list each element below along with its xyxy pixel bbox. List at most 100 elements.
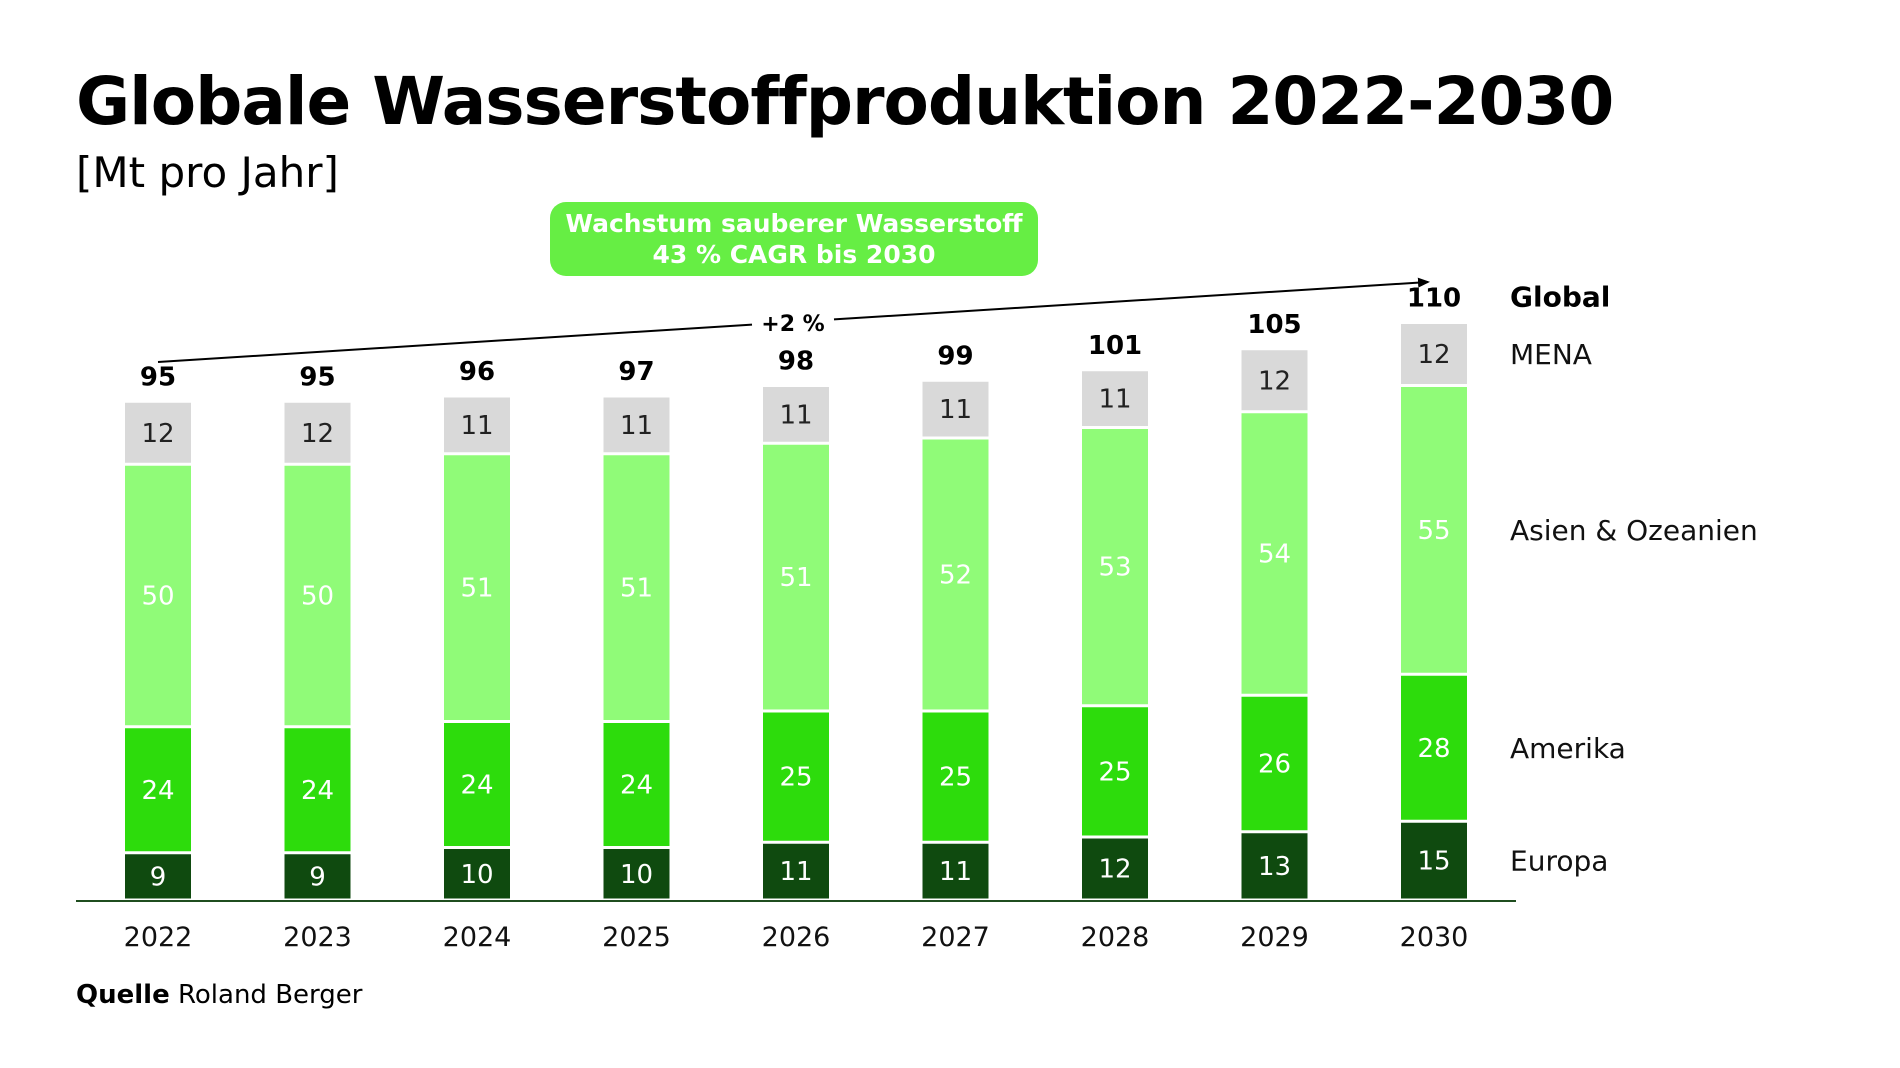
- bar-segment-asien-2024: [444, 455, 510, 720]
- segment-label-amerika-2022: 24: [141, 776, 174, 806]
- x-tick-label-2024: 2024: [443, 922, 512, 953]
- bar-segment-europa-2029: [1241, 833, 1308, 899]
- bar-segment-europa-2026: [763, 843, 829, 899]
- bar-segment-europa-2030: [1401, 822, 1467, 899]
- segment-label-amerika-2030: 28: [1417, 734, 1450, 764]
- total-label-2022: 95: [140, 362, 176, 392]
- bar-segment-mena-2028: [1082, 371, 1148, 426]
- legend-mena: MENA: [1510, 338, 1592, 371]
- bar-segment-amerika-2026: [763, 712, 829, 841]
- x-tick-label-2026: 2026: [762, 922, 831, 953]
- segment-label-europa-2028: 12: [1098, 855, 1131, 885]
- segment-label-asien-2026: 51: [779, 563, 812, 593]
- legend-asien: Asien & Ozeanien: [1510, 514, 1758, 547]
- bar-segment-europa-2028: [1082, 838, 1148, 899]
- segment-label-asien-2022: 50: [141, 582, 174, 612]
- segment-label-amerika-2028: 25: [1098, 757, 1131, 787]
- segment-label-europa-2026: 11: [779, 857, 812, 887]
- legend-europa: Europa: [1510, 845, 1608, 878]
- x-tick-label-2027: 2027: [921, 922, 990, 953]
- segment-label-europa-2022: 9: [150, 862, 167, 892]
- segment-label-europa-2030: 15: [1417, 847, 1450, 877]
- bar-segment-mena-2029: [1241, 350, 1308, 411]
- total-label-2024: 96: [459, 357, 495, 387]
- total-label-2027: 99: [937, 341, 973, 371]
- bar-segment-asien-2030: [1401, 387, 1467, 673]
- callout-line-1: Wachstum sauberer Wasserstoff: [565, 209, 1023, 238]
- bar-segment-asien-2026: [763, 444, 829, 710]
- segment-label-asien-2029: 54: [1258, 540, 1291, 570]
- bar-segment-amerika-2027: [922, 712, 989, 841]
- bar-segment-mena-2024: [444, 397, 510, 453]
- bar-segment-europa-2025: [603, 849, 670, 899]
- segment-label-mena-2026: 11: [779, 400, 812, 430]
- segment-label-amerika-2024: 24: [460, 771, 493, 801]
- bar-segment-europa-2027: [922, 843, 989, 899]
- segment-label-europa-2027: 11: [939, 857, 972, 887]
- x-tick-label-2025: 2025: [602, 922, 671, 953]
- bar-segment-amerika-2028: [1082, 707, 1148, 836]
- legend-global: Global: [1510, 281, 1610, 314]
- total-label-2028: 101: [1088, 331, 1142, 361]
- x-tick-label-2028: 2028: [1081, 922, 1150, 953]
- segment-label-mena-2027: 11: [939, 395, 972, 425]
- segment-label-mena-2030: 12: [1417, 340, 1450, 370]
- source-note: Quelle Roland Berger: [76, 980, 362, 1010]
- bar-segment-asien-2028: [1082, 429, 1148, 705]
- bar-segment-amerika-2025: [603, 723, 670, 846]
- segment-label-mena-2028: 11: [1098, 385, 1131, 415]
- segment-label-europa-2023: 9: [309, 862, 326, 892]
- trend-arrow-line-right: [833, 277, 1430, 321]
- x-tick-label-2030: 2030: [1400, 922, 1469, 953]
- segment-label-asien-2023: 50: [301, 582, 334, 612]
- segment-label-asien-2030: 55: [1417, 516, 1450, 546]
- segment-label-mena-2024: 11: [460, 411, 493, 441]
- x-tick-label-2022: 2022: [124, 922, 193, 953]
- bar-segment-mena-2030: [1401, 324, 1467, 384]
- x-tick-label-2029: 2029: [1240, 922, 1309, 953]
- segment-label-asien-2024: 51: [460, 574, 493, 604]
- bar-segment-amerika-2024: [444, 723, 510, 846]
- segment-label-mena-2022: 12: [141, 419, 174, 449]
- chart-title: Globale Wasserstoffproduktion 2022-2030: [76, 63, 1614, 140]
- legend-amerika: Amerika: [1510, 732, 1626, 765]
- segment-label-asien-2027: 52: [939, 561, 972, 591]
- segment-label-asien-2025: 51: [620, 574, 653, 604]
- callout-line-2: 43 % CAGR bis 2030: [652, 240, 936, 269]
- bar-segment-asien-2022: [125, 465, 191, 726]
- bar-segment-europa-2023: [284, 854, 351, 899]
- segment-label-europa-2024: 10: [460, 860, 493, 890]
- bar-segment-amerika-2022: [125, 728, 191, 852]
- bar-segment-mena-2022: [125, 402, 191, 463]
- segment-label-mena-2025: 11: [620, 411, 653, 441]
- x-tick-label-2023: 2023: [283, 922, 352, 953]
- source-value: Roland Berger: [177, 980, 363, 1010]
- bar-segment-asien-2025: [603, 455, 670, 720]
- bar-segment-amerika-2029: [1241, 696, 1308, 831]
- segment-label-europa-2025: 10: [620, 860, 653, 890]
- chart-subtitle: [Mt pro Jahr]: [76, 148, 339, 197]
- cagr-callout: Wachstum sauberer Wasserstoff 43 % CAGR …: [550, 202, 1038, 276]
- trend-arrow-line-left: [157, 323, 753, 363]
- segment-label-amerika-2025: 24: [620, 771, 653, 801]
- bar-segment-amerika-2023: [284, 728, 351, 852]
- bar-segment-amerika-2030: [1401, 675, 1467, 820]
- bar-segment-mena-2027: [922, 381, 989, 437]
- total-label-2029: 105: [1247, 310, 1301, 340]
- source-label: Quelle: [76, 980, 170, 1010]
- total-label-2025: 97: [618, 357, 654, 387]
- bar-segment-asien-2027: [922, 439, 989, 710]
- bar-segment-europa-2022: [125, 854, 191, 899]
- segment-label-asien-2028: 53: [1098, 553, 1131, 583]
- bar-segment-mena-2023: [284, 402, 351, 463]
- bar-segment-mena-2026: [763, 387, 829, 442]
- segment-label-europa-2029: 13: [1258, 852, 1291, 882]
- segment-label-mena-2029: 12: [1258, 366, 1291, 396]
- bar-segment-mena-2025: [603, 397, 670, 453]
- total-label-2023: 95: [299, 362, 335, 392]
- trend-annotation: +2 %: [761, 312, 824, 337]
- segment-label-mena-2023: 12: [301, 419, 334, 449]
- total-label-2030: 110: [1407, 284, 1461, 314]
- segment-label-amerika-2026: 25: [779, 763, 812, 793]
